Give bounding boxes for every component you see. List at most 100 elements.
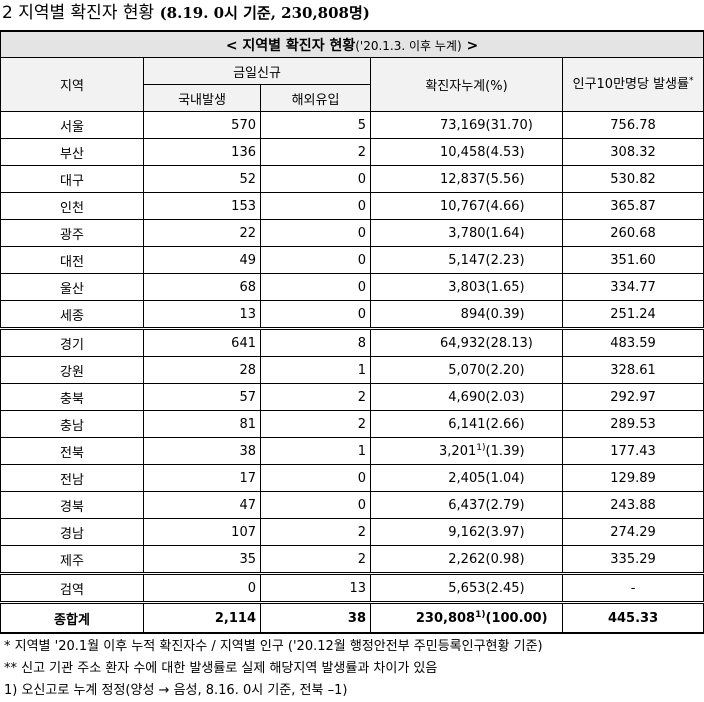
overseas: 2: [260, 410, 371, 438]
overseas: 2: [260, 383, 371, 411]
table-row: 대전 49 0 5,147 (2.23) 351.60: [0, 246, 704, 274]
cumulative: 894: [460, 306, 486, 322]
percent: (1.65): [485, 273, 563, 301]
table-row: 경북 47 0 6,437 (2.79) 243.88: [0, 491, 704, 519]
region: 경북: [0, 491, 144, 519]
region: 세종: [0, 300, 144, 329]
header-row: 지역 금일신규 확진자누계(%) 인구10만명당 발생률*: [0, 57, 704, 112]
rate: 335.29: [561, 545, 704, 574]
region: 대구: [0, 165, 144, 193]
header-rate-cell: 인구10만명당 발생률*: [561, 57, 704, 112]
region: 울산: [0, 273, 144, 301]
domestic: 38: [143, 437, 261, 465]
percent: (4.66): [485, 192, 563, 220]
overseas: 0: [260, 273, 371, 301]
overseas: 0: [260, 192, 371, 220]
percent: (28.13): [485, 327, 563, 357]
region: 전북: [0, 437, 144, 465]
region: 검역: [0, 572, 144, 603]
percent: (2.20): [485, 356, 563, 384]
percent: (0.98): [485, 545, 563, 574]
cumulative-cell: 3,803: [370, 273, 486, 301]
header-rate: 인구10만명당 발생률: [572, 76, 689, 92]
header-rate-mark: *: [688, 75, 694, 86]
rate: 756.78: [561, 111, 704, 139]
region: 서울: [0, 111, 144, 139]
cumulative: 2,262: [448, 551, 486, 567]
overseas: 0: [260, 491, 371, 519]
cumulative: 10,767: [440, 198, 486, 214]
table-row: 부산 136 2 10,458 (4.53) 308.32: [0, 138, 704, 166]
cumulative: 3,780: [448, 225, 486, 241]
rate: 274.29: [561, 518, 704, 546]
caption-main: < 지역별 확진자 현황: [225, 37, 356, 54]
domestic: 22: [143, 219, 261, 247]
table-row: 종합계 2,114 38 230,8081) (100.00) 445.33: [0, 601, 704, 634]
percent: (0.39): [485, 300, 563, 329]
domestic: 57: [143, 383, 261, 411]
domestic: 17: [143, 464, 261, 492]
table-row: 서울 570 5 73,169 (31.70) 756.78: [0, 111, 704, 139]
domestic: 28: [143, 356, 261, 384]
rate: 351.60: [561, 246, 704, 274]
domestic: 153: [143, 192, 261, 220]
table-row: 울산 68 0 3,803 (1.65) 334.77: [0, 273, 704, 301]
table-row: 세종 13 0 894 (0.39) 251.24: [0, 300, 704, 329]
table-body: 서울 570 5 73,169 (31.70) 756.78 부산 136 2 10,458 (4.…: [0, 111, 704, 634]
overseas: 2: [260, 518, 371, 546]
note: 1) 오신고로 누계 정정(양성 → 음성, 8.16. 0시 기준, 전북 –…: [4, 683, 348, 698]
overseas: 0: [260, 219, 371, 247]
domestic: 52: [143, 165, 261, 193]
domestic: 68: [143, 273, 261, 301]
title-main: 2 지역별 확진자 현황: [2, 3, 155, 23]
rate: 260.68: [561, 219, 704, 247]
percent: (4.53): [485, 138, 563, 166]
table-row: 검역 0 13 5,653 (2.45) -: [0, 572, 704, 603]
table-row: 전남 17 0 2,405 (1.04) 129.89: [0, 464, 704, 492]
footnote-mark: 1): [476, 442, 486, 453]
percent: (3.97): [485, 518, 563, 546]
header-region: 지역: [0, 57, 144, 112]
overseas: 38: [260, 601, 371, 634]
domestic: 0: [143, 572, 261, 603]
title: 2 지역별 확진자 현황 (8.19. 0시 기준, 230,808명): [0, 0, 704, 30]
region: 전남: [0, 464, 144, 492]
header-domestic: 국내발생: [143, 84, 261, 112]
cumulative-cell: 5,653: [370, 572, 486, 603]
region: 인천: [0, 192, 144, 220]
cumulative-cell: 5,070: [370, 356, 486, 384]
cumulative: 2,405: [448, 470, 486, 486]
rate: 177.43: [561, 437, 704, 465]
cumulative: 9,162: [448, 524, 486, 540]
domestic: 2,114: [143, 601, 261, 634]
rate: -: [561, 572, 704, 603]
rate: 129.89: [561, 464, 704, 492]
cumulative-cell: 9,162: [370, 518, 486, 546]
caption-row: < 지역별 확진자 현황('20.1.3. 이후 누계) >: [0, 30, 704, 58]
cumulative-cell: 6,141: [370, 410, 486, 438]
rate: 365.87: [561, 192, 704, 220]
table-row: 강원 28 1 5,070 (2.20) 328.61: [0, 356, 704, 384]
domestic: 81: [143, 410, 261, 438]
note: ** 신고 기관 주소 환자 수에 대한 발생률로 실제 해당지역 발생률과 차…: [4, 661, 438, 676]
region: 경기: [0, 327, 144, 357]
caption-end: >: [466, 37, 479, 54]
cumulative-cell: 10,767: [370, 192, 486, 220]
cumulative-cell: 2,405: [370, 464, 486, 492]
region: 부산: [0, 138, 144, 166]
region-table: < 지역별 확진자 현황('20.1.3. 이후 누계) > 지역 금일신규 확…: [0, 30, 704, 634]
rate: 483.59: [561, 327, 704, 357]
percent: (5.56): [485, 165, 563, 193]
header-overseas: 해외유입: [260, 84, 371, 112]
domestic: 49: [143, 246, 261, 274]
table-row: 충북 57 2 4,690 (2.03) 292.97: [0, 383, 704, 411]
region: 종합계: [0, 601, 144, 634]
cumulative: 4,690: [448, 389, 486, 405]
rate: 334.77: [561, 273, 704, 301]
percent: (2.66): [485, 410, 563, 438]
percent: (2.45): [485, 572, 563, 603]
domestic: 641: [143, 327, 261, 357]
table-row: 전북 38 1 3,2011) (1.39) 177.43: [0, 437, 704, 465]
cumulative-cell: 3,780: [370, 219, 486, 247]
rate: 243.88: [561, 491, 704, 519]
